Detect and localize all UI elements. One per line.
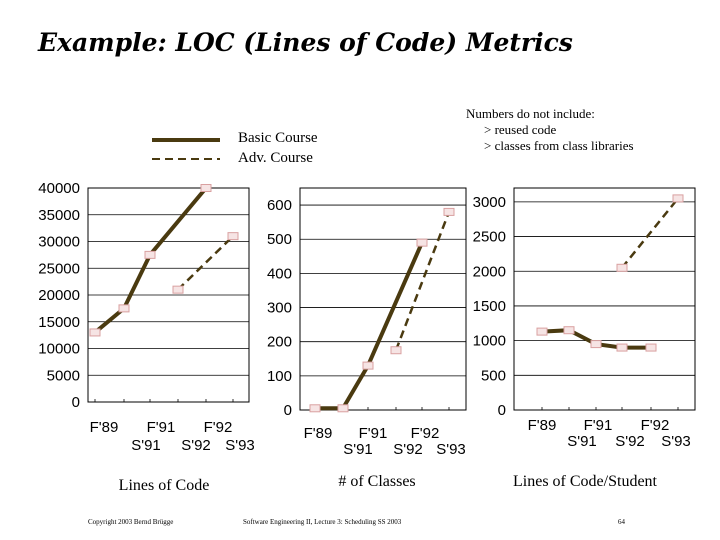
data-point-basic-course bbox=[144, 250, 156, 259]
data-point-basic-course bbox=[89, 328, 101, 337]
data-point-basic-course bbox=[118, 304, 130, 313]
y-tick-label: 25000 bbox=[38, 260, 80, 277]
data-point-basic-course bbox=[616, 343, 628, 352]
x-tick-label: S'93 bbox=[661, 433, 691, 450]
slide-title: Example: LOC (Lines of Code) Metrics bbox=[38, 28, 573, 57]
y-tick-label: 3000 bbox=[473, 194, 506, 211]
plot-frame bbox=[87, 187, 250, 403]
x-tick-label: F'92 bbox=[641, 417, 670, 434]
y-tick-label: 35000 bbox=[38, 207, 80, 224]
y-tick-label: 500 bbox=[481, 367, 506, 384]
data-point-basic-course bbox=[337, 404, 349, 413]
data-point-adv-course bbox=[390, 346, 402, 355]
legend: Basic Course Adv. Course bbox=[150, 130, 400, 170]
y-tick-label: 20000 bbox=[38, 287, 80, 304]
x-tick-label: S'93 bbox=[225, 437, 255, 454]
y-tick-label: 0 bbox=[498, 402, 506, 419]
legend-label-basic: Basic Course bbox=[238, 130, 318, 146]
y-tick-label: 15000 bbox=[38, 314, 80, 331]
x-tick-label: S'91 bbox=[567, 433, 597, 450]
x-tick-label: F'89 bbox=[304, 425, 333, 442]
x-axis-label: Lines of Code/Student bbox=[513, 473, 658, 490]
data-point-basic-course bbox=[309, 404, 321, 413]
x-tick-label: F'92 bbox=[411, 425, 440, 442]
data-point-basic-course bbox=[362, 361, 374, 370]
x-tick-label: F'91 bbox=[359, 425, 388, 442]
x-tick-label: S'92 bbox=[393, 441, 423, 458]
x-tick-label: S'91 bbox=[131, 437, 161, 454]
legend-swatches bbox=[152, 138, 220, 160]
plot-frame bbox=[513, 187, 696, 411]
x-tick-label: S'91 bbox=[343, 441, 373, 458]
series-line-adv-course bbox=[394, 211, 451, 351]
y-tick-label: 2000 bbox=[473, 263, 506, 280]
x-tick-label: S'93 bbox=[436, 441, 466, 458]
chart-1: 0 5000 10000 15000 20000 25000 30000 35000 40000… bbox=[38, 180, 255, 494]
y-tick-label: 1500 bbox=[473, 298, 506, 315]
y-tick-label: 0 bbox=[284, 402, 292, 419]
series-line-basic-course bbox=[93, 186, 208, 334]
x-axis-label: # of Classes bbox=[338, 473, 415, 490]
x-tick-label: S'92 bbox=[615, 433, 645, 450]
series-line-adv-course bbox=[177, 235, 234, 291]
legend-label-adv: Adv. Course bbox=[238, 150, 313, 166]
data-point-basic-course bbox=[536, 327, 548, 336]
y-tick-label: 0 bbox=[72, 394, 80, 411]
data-point-adv-course bbox=[172, 285, 184, 294]
y-tick-label: 600 bbox=[267, 197, 292, 214]
data-point-basic-course bbox=[563, 326, 575, 335]
data-point-basic-course bbox=[416, 238, 428, 247]
x-tick-label: S'92 bbox=[181, 437, 211, 454]
note-heading: Numbers do not include: bbox=[466, 106, 595, 121]
x-tick-label: F'92 bbox=[204, 419, 233, 436]
note-item-reused-code: > reused code bbox=[484, 122, 557, 137]
data-point-adv-course bbox=[616, 263, 628, 272]
x-tick-label: F'89 bbox=[528, 417, 557, 434]
note-item-class-libraries: > classes from class libraries bbox=[484, 138, 634, 153]
y-tick-label: 400 bbox=[267, 265, 292, 282]
x-tick-label: F'89 bbox=[90, 419, 119, 436]
y-tick-label: 500 bbox=[267, 231, 292, 248]
y-tick-label: 10000 bbox=[38, 341, 80, 358]
y-tick-label: 200 bbox=[267, 334, 292, 351]
x-axis-label: Lines of Code bbox=[119, 477, 210, 494]
data-point-basic-course bbox=[590, 340, 602, 349]
footer-lecture: Software Engineering II, Lecture 3: Sche… bbox=[243, 518, 402, 526]
y-tick-label: 300 bbox=[267, 300, 292, 317]
exclusion-note: Numbers do not include: > reused code > … bbox=[466, 106, 716, 154]
plot-frame bbox=[299, 187, 467, 411]
y-tick-label: 100 bbox=[267, 368, 292, 385]
data-point-basic-course bbox=[200, 184, 212, 192]
data-point-adv-course bbox=[672, 194, 684, 203]
y-tick-label: 5000 bbox=[47, 367, 80, 384]
footer-copyright: Copyright 2003 Bernd Brügge bbox=[88, 518, 174, 526]
series-line-basic-course bbox=[315, 241, 424, 411]
x-tick-label: F'91 bbox=[147, 419, 176, 436]
y-tick-label: 1000 bbox=[473, 333, 506, 350]
chart-2: 0 100 200 300 400 500 600 F'89 F'91 F'92 S'91 S'92 S… bbox=[267, 187, 467, 490]
x-tick-label: F'91 bbox=[584, 417, 613, 434]
data-point-adv-course bbox=[227, 232, 239, 241]
data-point-basic-course bbox=[645, 343, 657, 352]
y-tick-label: 30000 bbox=[38, 234, 80, 251]
chart-3: 0 500 1000 1500 2000 2500 3000 F'89 F'91 F'92 S'91… bbox=[473, 187, 696, 490]
footer-page-number: 64 bbox=[618, 518, 625, 526]
y-tick-label: 40000 bbox=[38, 180, 80, 197]
y-tick-label: 2500 bbox=[473, 229, 506, 246]
series-line-adv-course bbox=[621, 197, 679, 269]
data-point-adv-course bbox=[443, 207, 455, 216]
